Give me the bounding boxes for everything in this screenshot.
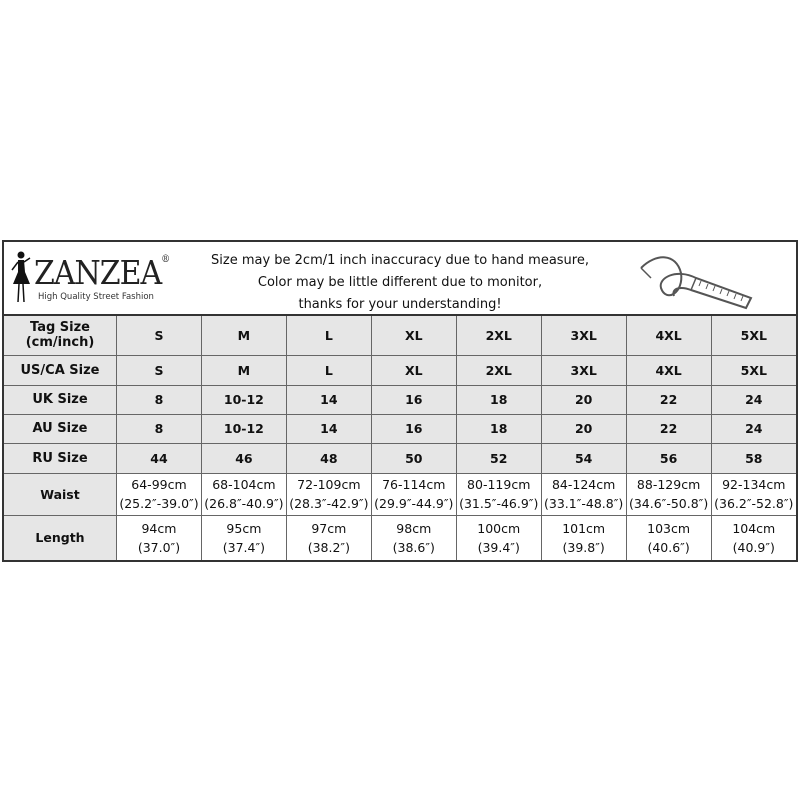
size-cell: 18 (455, 413, 542, 444)
size-cell: M (200, 354, 287, 386)
size-cell: XL (370, 354, 457, 386)
size-cell: 14 (285, 384, 372, 415)
size-cell: 20 (540, 384, 627, 415)
size-table: Tag Size (cm/inch) S M L XL 2XL 3XL 4XL 5XL US/CA… (4, 316, 796, 560)
size-cell: 88-129cm (34.6″-50.8″) (625, 472, 712, 516)
note-line: thanks for your understanding! (298, 297, 502, 312)
size-cell: 3XL (540, 354, 627, 386)
brand-logo: ZANZEA® High Quality Street Fashion (10, 250, 170, 310)
size-cell: 10-12 (200, 413, 287, 444)
size-cell: L (285, 354, 372, 386)
size-cell: 80-119cm (31.5″-46.9″) (455, 472, 542, 516)
size-cell: 3XL (540, 316, 627, 356)
brand-name: ZANZEA® (34, 254, 170, 293)
table-row: UK Size 8 10-12 14 16 18 20 22 24 (4, 384, 796, 415)
size-cell: 20 (540, 413, 627, 444)
row-label: US/CA Size (4, 354, 117, 386)
row-label: Tag Size (cm/inch) (4, 316, 117, 356)
size-cell: 98cm (38.6″) (370, 514, 457, 560)
size-cell: 8 (116, 384, 202, 415)
size-cell: 94cm (37.0″) (116, 514, 202, 560)
table-row: Length 94cm (37.0″) 95cm (37.4″) 97cm (38.2… (4, 514, 796, 560)
disclaimer-notes: Size may be 2cm/1 inch inaccuracy due to… (194, 250, 606, 316)
registered-mark: ® (161, 254, 170, 266)
size-cell: 16 (370, 413, 457, 444)
size-cell: XL (370, 316, 457, 356)
size-cell: 76-114cm (29.9″-44.9″) (370, 472, 457, 516)
table-row: AU Size 8 10-12 14 16 18 20 22 24 (4, 413, 796, 444)
size-cell: 14 (285, 413, 372, 444)
size-cell: 64-99cm (25.2″-39.0″) (116, 472, 202, 516)
size-cell: 97cm (38.2″) (285, 514, 372, 560)
size-cell: 24 (710, 413, 796, 444)
size-cell: M (200, 316, 287, 356)
size-cell: 22 (625, 413, 712, 444)
size-cell: 24 (710, 384, 796, 415)
size-cell: 46 (200, 442, 287, 474)
woman-silhouette-icon (11, 251, 31, 303)
size-cell: 2XL (455, 354, 542, 386)
size-cell: 2XL (455, 316, 542, 356)
size-cell: 84-124cm (33.1″-48.8″) (540, 472, 627, 516)
size-cell: 95cm (37.4″) (200, 514, 287, 560)
size-cell: 103cm (40.6″) (625, 514, 712, 560)
table-row: Waist 64-99cm (25.2″-39.0″) 68-104cm (26.8… (4, 472, 796, 516)
row-label: RU Size (4, 442, 117, 474)
size-cell: 4XL (625, 354, 712, 386)
size-cell: 4XL (625, 316, 712, 356)
size-cell: S (116, 316, 202, 356)
size-cell: 72-109cm (28.3″-42.9″) (285, 472, 372, 516)
size-cell: 101cm (39.8″) (540, 514, 627, 560)
note-line: Color may be little different due to mon… (257, 275, 543, 290)
table-row: Tag Size (cm/inch) S M L XL 2XL 3XL 4XL 5XL (4, 316, 796, 356)
row-label: UK Size (4, 384, 117, 415)
size-cell: 92-134cm (36.2″-52.8″) (710, 472, 796, 516)
size-cell: 58 (710, 442, 796, 474)
size-chart: ZANZEA® High Quality Street Fashion Size… (2, 240, 798, 562)
size-cell: 52 (455, 442, 542, 474)
size-cell: 10-12 (200, 384, 287, 415)
brand-name-text: ZANZEA (34, 254, 162, 293)
size-cell: 48 (285, 442, 372, 474)
row-label: AU Size (4, 413, 117, 444)
table-row: RU Size 44 46 48 50 52 54 56 58 (4, 442, 796, 474)
size-cell: 68-104cm (26.8″-40.9″) (200, 472, 287, 516)
measuring-tape-icon (640, 256, 753, 310)
size-cell: 50 (370, 442, 457, 474)
size-cell: 8 (116, 413, 202, 444)
size-cell: 18 (455, 384, 542, 415)
size-cell: S (116, 354, 202, 386)
size-cell: 5XL (710, 354, 796, 386)
size-cell: 104cm (40.9″) (710, 514, 796, 560)
size-cell: 100cm (39.4″) (455, 514, 542, 560)
size-cell: 22 (625, 384, 712, 415)
brand-tagline: High Quality Street Fashion (38, 292, 154, 302)
note-line: Size may be 2cm/1 inch inaccuracy due to… (211, 253, 589, 268)
size-cell: 44 (116, 442, 202, 474)
size-cell: L (285, 316, 372, 356)
row-label: Length (4, 514, 117, 560)
size-cell: 5XL (710, 316, 796, 356)
chart-header: ZANZEA® High Quality Street Fashion Size… (4, 242, 796, 316)
size-cell: 54 (540, 442, 627, 474)
size-cell: 16 (370, 384, 457, 415)
table-row: US/CA Size S M L XL 2XL 3XL 4XL 5XL (4, 354, 796, 386)
size-cell: 56 (625, 442, 712, 474)
row-label: Waist (4, 472, 117, 516)
